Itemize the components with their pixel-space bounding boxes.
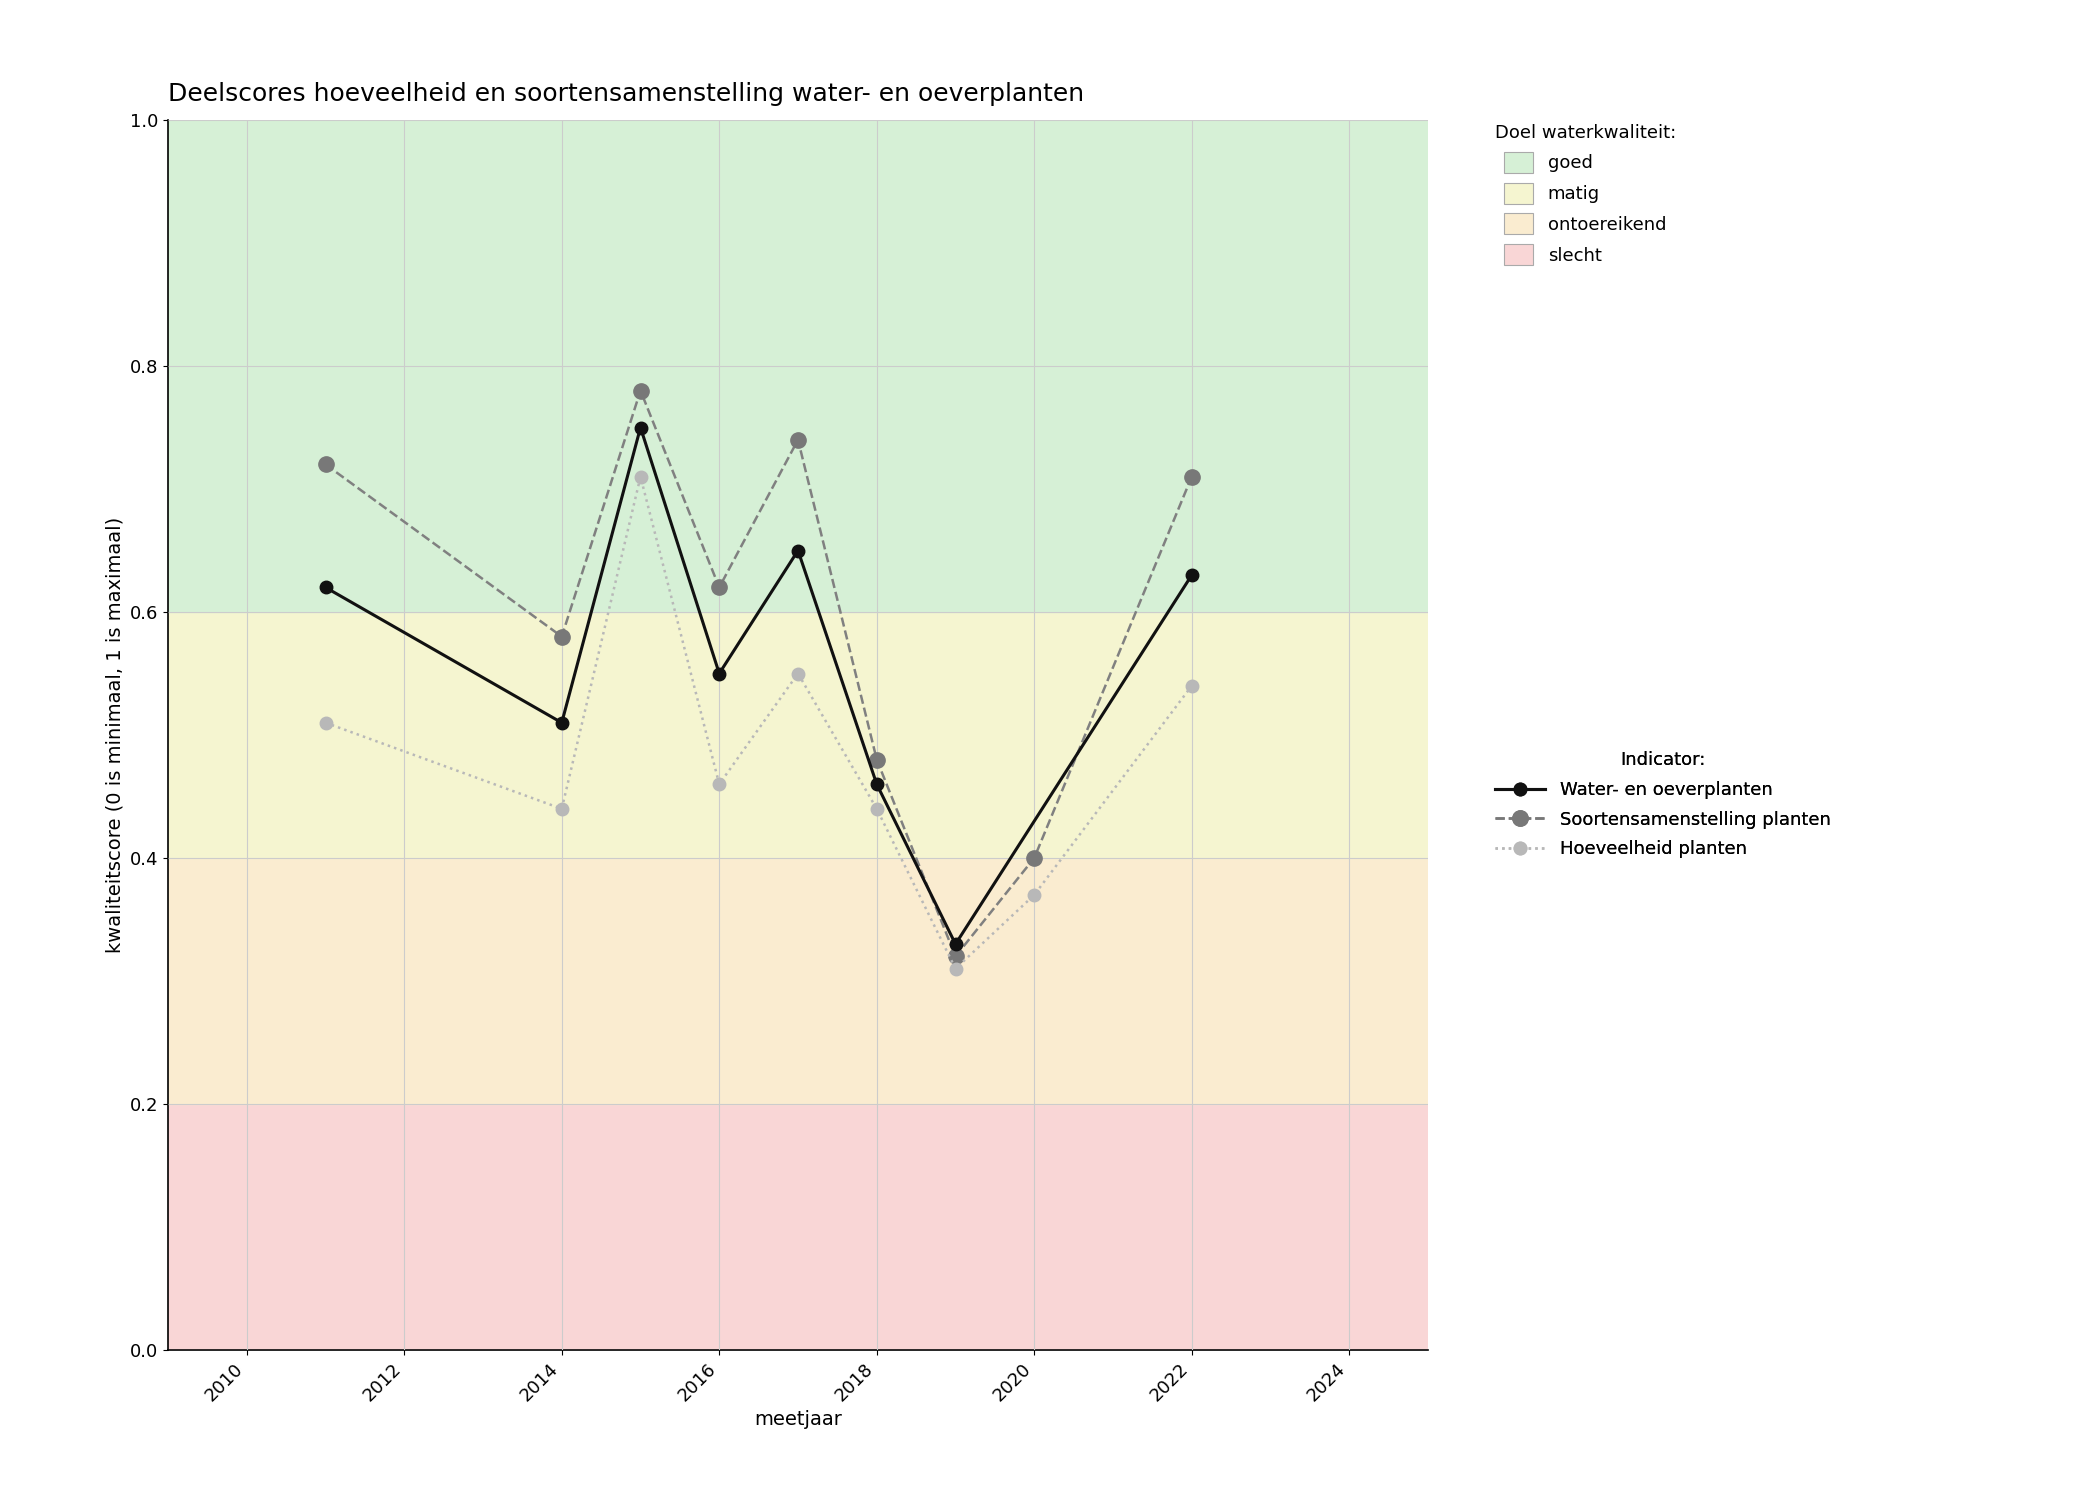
Water- en oeverplanten [628, 419, 653, 436]
Bar [168, 120, 1428, 612]
Water- en oeverplanten [943, 934, 968, 952]
X-axis label: meetjaar: meetjaar [754, 1410, 842, 1430]
Bar [168, 858, 1428, 1104]
Line: Hoeveelheid planten: Hoeveelheid planten [319, 471, 1197, 975]
Line: Soortensamenstelling planten: Soortensamenstelling planten [317, 382, 1199, 964]
Soortensamenstelling planten [706, 579, 733, 597]
Hoeveelheid planten [313, 714, 338, 732]
Hoeveelheid planten [706, 776, 733, 794]
Bar [168, 612, 1428, 858]
Water- en oeverplanten [1180, 566, 1205, 584]
Water- en oeverplanten [706, 664, 733, 682]
Soortensamenstelling planten [313, 456, 338, 474]
Hoeveelheid planten [628, 468, 653, 486]
Hoeveelheid planten [1021, 886, 1046, 904]
Water- en oeverplanten [313, 579, 338, 597]
Water- en oeverplanten [785, 542, 811, 560]
Y-axis label: kwaliteitscore (0 is minimaal, 1 is maximaal): kwaliteitscore (0 is minimaal, 1 is maxi… [105, 518, 124, 952]
Soortensamenstelling planten [1180, 468, 1205, 486]
Hoeveelheid planten [550, 800, 575, 818]
Text: Deelscores hoeveelheid en soortensamenstelling water- en oeverplanten: Deelscores hoeveelheid en soortensamenst… [168, 81, 1084, 105]
Soortensamenstelling planten [1021, 849, 1046, 867]
Soortensamenstelling planten [865, 750, 890, 768]
Bar [168, 1104, 1428, 1350]
Hoeveelheid planten [1180, 676, 1205, 694]
Legend: Water- en oeverplanten, Soortensamenstelling planten, Hoeveelheid planten: Water- en oeverplanten, Soortensamenstel… [1487, 744, 1838, 866]
Soortensamenstelling planten [550, 627, 575, 645]
Soortensamenstelling planten [943, 948, 968, 966]
Line: Water- en oeverplanten: Water- en oeverplanten [319, 422, 1197, 951]
Water- en oeverplanten [550, 714, 575, 732]
Water- en oeverplanten [865, 776, 890, 794]
Hoeveelheid planten [785, 664, 811, 682]
Hoeveelheid planten [943, 960, 968, 978]
Soortensamenstelling planten [628, 381, 653, 399]
Hoeveelheid planten [865, 800, 890, 818]
Soortensamenstelling planten [785, 430, 811, 448]
